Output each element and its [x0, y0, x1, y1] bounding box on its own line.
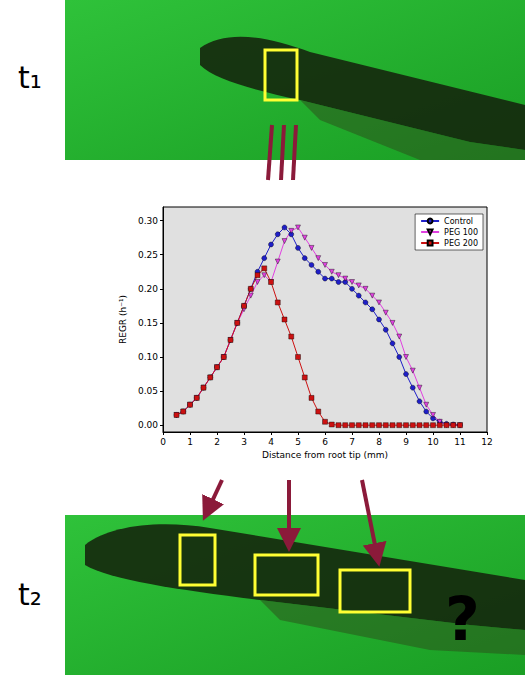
svg-text:11: 11 — [454, 437, 465, 447]
svg-text:1: 1 — [187, 437, 193, 447]
svg-text:t₁: t₁ — [18, 60, 42, 95]
svg-text:0.20: 0.20 — [138, 284, 158, 294]
svg-text:?: ? — [445, 584, 480, 654]
svg-text:9: 9 — [403, 437, 409, 447]
svg-text:0.00: 0.00 — [138, 420, 158, 430]
svg-text:3: 3 — [241, 437, 247, 447]
svg-text:PEG 100: PEG 100 — [444, 228, 478, 237]
svg-text:0.15: 0.15 — [138, 318, 158, 328]
svg-text:8: 8 — [376, 437, 382, 447]
svg-text:12: 12 — [481, 437, 492, 447]
svg-text:PEG 200: PEG 200 — [444, 239, 478, 248]
svg-text:t₂: t₂ — [18, 577, 42, 612]
svg-text:0.05: 0.05 — [138, 386, 158, 396]
svg-text:0.10: 0.10 — [138, 352, 158, 362]
svg-text:4: 4 — [268, 437, 274, 447]
svg-text:6: 6 — [322, 437, 328, 447]
svg-text:REGR (h⁻¹): REGR (h⁻¹) — [118, 295, 128, 344]
svg-text:0.25: 0.25 — [138, 250, 158, 260]
svg-text:7: 7 — [349, 437, 355, 447]
svg-text:0: 0 — [160, 437, 166, 447]
svg-text:Control: Control — [444, 217, 473, 226]
svg-text:5: 5 — [295, 437, 301, 447]
svg-text:0.30: 0.30 — [138, 216, 158, 226]
svg-text:10: 10 — [427, 437, 439, 447]
svg-text:2: 2 — [214, 437, 220, 447]
svg-text:Distance from root tip (mm): Distance from root tip (mm) — [262, 450, 388, 460]
